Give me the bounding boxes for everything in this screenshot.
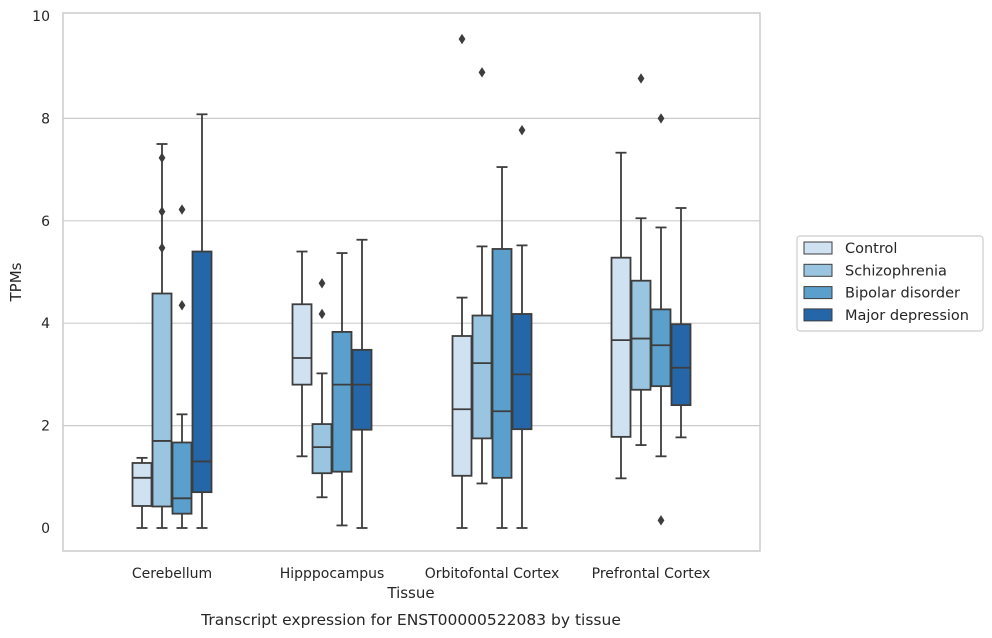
outlier-point	[158, 242, 166, 254]
box-iqr	[471, 314, 493, 440]
legend-item: Bipolar disorder	[803, 286, 960, 302]
outlier-point	[318, 278, 326, 289]
box-iqr	[151, 292, 173, 508]
box-iqr	[331, 331, 353, 473]
legend-swatch	[803, 308, 833, 322]
legend-label: Bipolar disorder	[845, 286, 960, 302]
outlier-point	[478, 67, 486, 78]
x-tick-labels: Cerebellum Hipppocampus Orbitofontal Corte…	[132, 566, 710, 582]
y-tick-label: 10	[32, 9, 50, 25]
outlier-point	[518, 124, 526, 136]
y-tick-label: 0	[41, 521, 50, 537]
x-tick-label: Cerebellum	[132, 566, 212, 582]
box-iqr	[650, 308, 672, 388]
outlier-point	[657, 515, 665, 526]
legend-item: Control	[803, 241, 897, 257]
y-axis-label: TPMs	[7, 262, 25, 302]
box-iqr	[351, 348, 373, 431]
box-1-2	[471, 67, 493, 485]
outlier-point	[158, 152, 166, 164]
box-2-0	[171, 204, 193, 529]
x-tick-label: Orbitofontal Cortex	[425, 566, 560, 582]
box-3-2	[511, 124, 533, 529]
legend-swatch	[803, 263, 833, 277]
box-2-2	[491, 166, 513, 529]
outlier-point	[458, 33, 466, 45]
y-tick-label: 6	[41, 214, 50, 230]
legend-swatch	[803, 241, 833, 255]
box-3-3	[670, 207, 692, 439]
box-iqr	[630, 279, 652, 391]
legend-item: Schizophrenia	[803, 263, 947, 279]
box-1-0	[151, 143, 173, 529]
box-iqr	[451, 335, 473, 477]
box-0-2	[451, 33, 473, 529]
box-3-1	[351, 238, 373, 529]
legend: Control Schizophrenia Bipolar disorder Majo…	[796, 235, 984, 332]
box-2-3	[650, 113, 672, 526]
box-1-3	[630, 73, 652, 446]
boxes	[131, 33, 692, 529]
y-tick-label: 4	[41, 316, 50, 332]
box-1-1	[311, 278, 333, 499]
box-0-0	[131, 456, 153, 529]
plot-frame	[62, 12, 761, 552]
legend-swatch	[803, 286, 833, 300]
box-iqr	[311, 423, 333, 475]
box-2-1	[331, 252, 353, 527]
box-iqr	[491, 248, 513, 479]
legend-item: Major depression	[803, 308, 969, 324]
box-iqr	[131, 462, 153, 507]
x-axis-label: Tissue	[386, 584, 434, 602]
outlier-point	[178, 204, 186, 215]
outlier-point	[637, 73, 645, 84]
box-0-1	[291, 250, 313, 458]
box-iqr	[670, 323, 692, 407]
box-iqr	[610, 256, 632, 438]
outlier-point	[158, 206, 166, 217]
x-tick-label: Prefrontal Cortex	[592, 566, 711, 582]
y-tick-label: 2	[41, 419, 50, 435]
x-tick-label: Hipppocampus	[280, 566, 385, 582]
box-iqr	[191, 250, 213, 494]
y-tick-label: 8	[41, 111, 50, 127]
outlier-point	[178, 300, 186, 311]
box-3-0	[191, 113, 213, 529]
legend-label: Major depression	[845, 308, 969, 324]
legend-frame	[796, 235, 984, 332]
y-tick-labels: 0 2 4 6 8 10	[32, 9, 50, 537]
outlier-point	[318, 308, 326, 320]
box-0-3	[610, 151, 632, 480]
outlier-point	[657, 113, 665, 124]
legend-label: Control	[845, 241, 897, 257]
box-iqr	[511, 313, 533, 431]
box-iqr	[171, 441, 193, 515]
chart-caption: Transcript expression for ENST0000052208…	[200, 611, 621, 629]
box-iqr	[291, 303, 313, 386]
legend-label: Schizophrenia	[845, 263, 947, 279]
